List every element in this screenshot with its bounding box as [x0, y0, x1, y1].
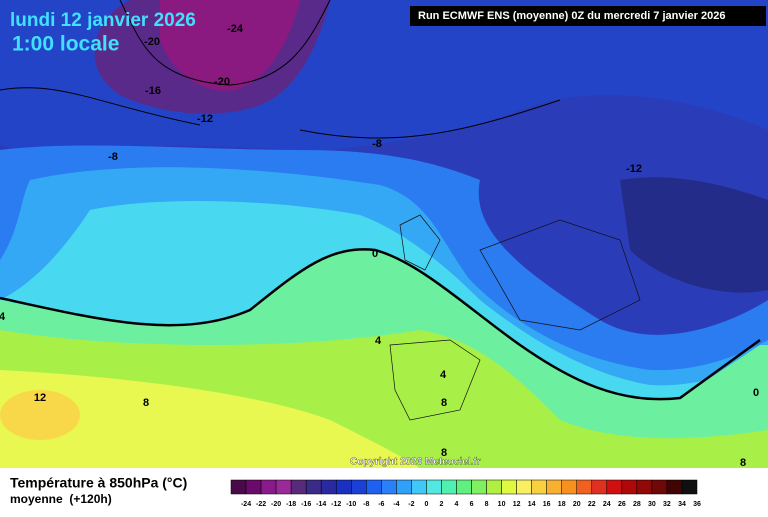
scale-label: 14	[528, 501, 536, 508]
scale-label: 36	[693, 501, 701, 508]
map	[0, 0, 768, 469]
contour-label: -20	[144, 36, 160, 48]
scale-label: -18	[286, 501, 296, 508]
contour-label: -20	[214, 76, 230, 88]
scale-label: 10	[498, 501, 506, 508]
contour-label: -24	[227, 23, 244, 35]
scale-label: 32	[663, 501, 671, 508]
contour-label: 4	[375, 335, 382, 347]
legend-title: Température à 850hPa (°C)	[10, 475, 187, 491]
scale-label: 34	[678, 501, 686, 508]
scale-swatch	[531, 479, 547, 495]
scale-label: 28	[633, 501, 641, 508]
scale-label: 6	[470, 501, 474, 508]
scale-swatch	[606, 479, 623, 495]
scale-swatch	[426, 479, 442, 495]
scale-swatch	[561, 479, 577, 495]
time: 1:00 locale	[12, 33, 119, 56]
scale-label: -12	[331, 501, 341, 508]
scale-label: 30	[648, 501, 656, 508]
scale-label: 22	[588, 501, 596, 508]
contour-label: 8	[143, 397, 149, 409]
scale-swatch	[305, 479, 322, 495]
contour-label: 4	[0, 311, 6, 323]
contour-label: -12	[197, 113, 213, 125]
scale-swatch	[441, 479, 457, 495]
scale-label: 26	[618, 501, 626, 508]
scale-label: 20	[573, 501, 581, 508]
scale-swatch	[501, 479, 517, 495]
scale-swatch	[411, 479, 427, 495]
scale-swatch	[456, 479, 472, 495]
contour-label: 8	[740, 457, 746, 469]
scale-label: -10	[346, 501, 356, 508]
scale-swatch	[591, 479, 608, 495]
scale-swatch	[245, 479, 262, 495]
scale-swatch	[351, 479, 367, 495]
run-info: Run ECMWF ENS (moyenne) 0Z du mercredi 7…	[418, 10, 725, 22]
scale-swatch	[290, 479, 307, 495]
scale-swatch	[486, 479, 502, 495]
scale-label: 24	[603, 501, 611, 508]
contour-label: 0	[753, 387, 759, 399]
scale-swatch	[681, 479, 698, 495]
scale-label: 4	[455, 501, 459, 508]
field	[0, 390, 80, 440]
scale-label: -6	[378, 501, 384, 508]
title: lundi 12 janvier 2026	[10, 10, 196, 31]
coastline	[389, 214, 641, 421]
contour-label: 4	[440, 369, 447, 381]
field	[620, 177, 768, 293]
scale-label: -4	[393, 501, 399, 508]
scale-swatch	[666, 479, 683, 495]
scale-label: -24	[241, 501, 251, 508]
scale-swatch	[275, 479, 292, 495]
scale-label: 2	[439, 501, 443, 508]
scale-swatch	[621, 479, 638, 495]
scale-swatch	[471, 479, 487, 495]
scale-swatch	[546, 479, 562, 495]
contour-label: 8	[441, 397, 447, 409]
contour-label: 8	[441, 447, 447, 459]
contour-label: 12	[34, 392, 46, 404]
scale-swatch	[516, 479, 532, 495]
scale-label: -20	[271, 501, 281, 508]
scale-swatch	[576, 479, 593, 495]
scale-label: 16	[543, 501, 551, 508]
scale-label: -2	[408, 501, 414, 508]
contour-labels: -24 -20 -20 -16 -12 -8 -8 -12 0 4 4 4 12 8 8 8 8 0	[0, 23, 759, 469]
scale-label: -16	[301, 501, 311, 508]
scale-label: 8	[485, 501, 489, 508]
field	[160, 0, 300, 91]
contour	[0, 0, 561, 139]
scale-swatch	[230, 479, 247, 495]
scale-swatch	[335, 479, 352, 495]
scale-swatch	[381, 479, 397, 495]
scale-label: -22	[256, 501, 266, 508]
contour-label: -8	[372, 138, 382, 150]
color-scale: -24 -22 -20 -18 -16 -14 -12 -10 -8 -6 -4 -2 0 2 4 6 8 10 1…	[230, 479, 701, 508]
scale-label: -8	[363, 501, 369, 508]
field	[0, 370, 420, 468]
contour-label: -16	[145, 85, 161, 97]
scale-swatch	[396, 479, 412, 495]
scale-swatch	[651, 479, 668, 495]
scale-label: 0	[424, 501, 428, 508]
scale-swatch	[320, 479, 337, 495]
copyright: Copyright 2026 Meteociel.fr	[350, 457, 481, 468]
scale-label: 12	[513, 501, 521, 508]
scale-label: 18	[558, 501, 566, 508]
scale-swatch	[636, 479, 653, 495]
zero-contour	[0, 248, 761, 401]
contour-label: -8	[108, 151, 118, 163]
scale-swatch	[366, 479, 382, 495]
contour-label: 0	[372, 248, 378, 260]
run-box	[410, 6, 766, 26]
scale-label: -14	[316, 501, 326, 508]
scale-swatch	[260, 479, 277, 495]
legend-subtitle: moyenne (+120h)	[10, 492, 112, 506]
contour-label: -12	[626, 163, 642, 175]
